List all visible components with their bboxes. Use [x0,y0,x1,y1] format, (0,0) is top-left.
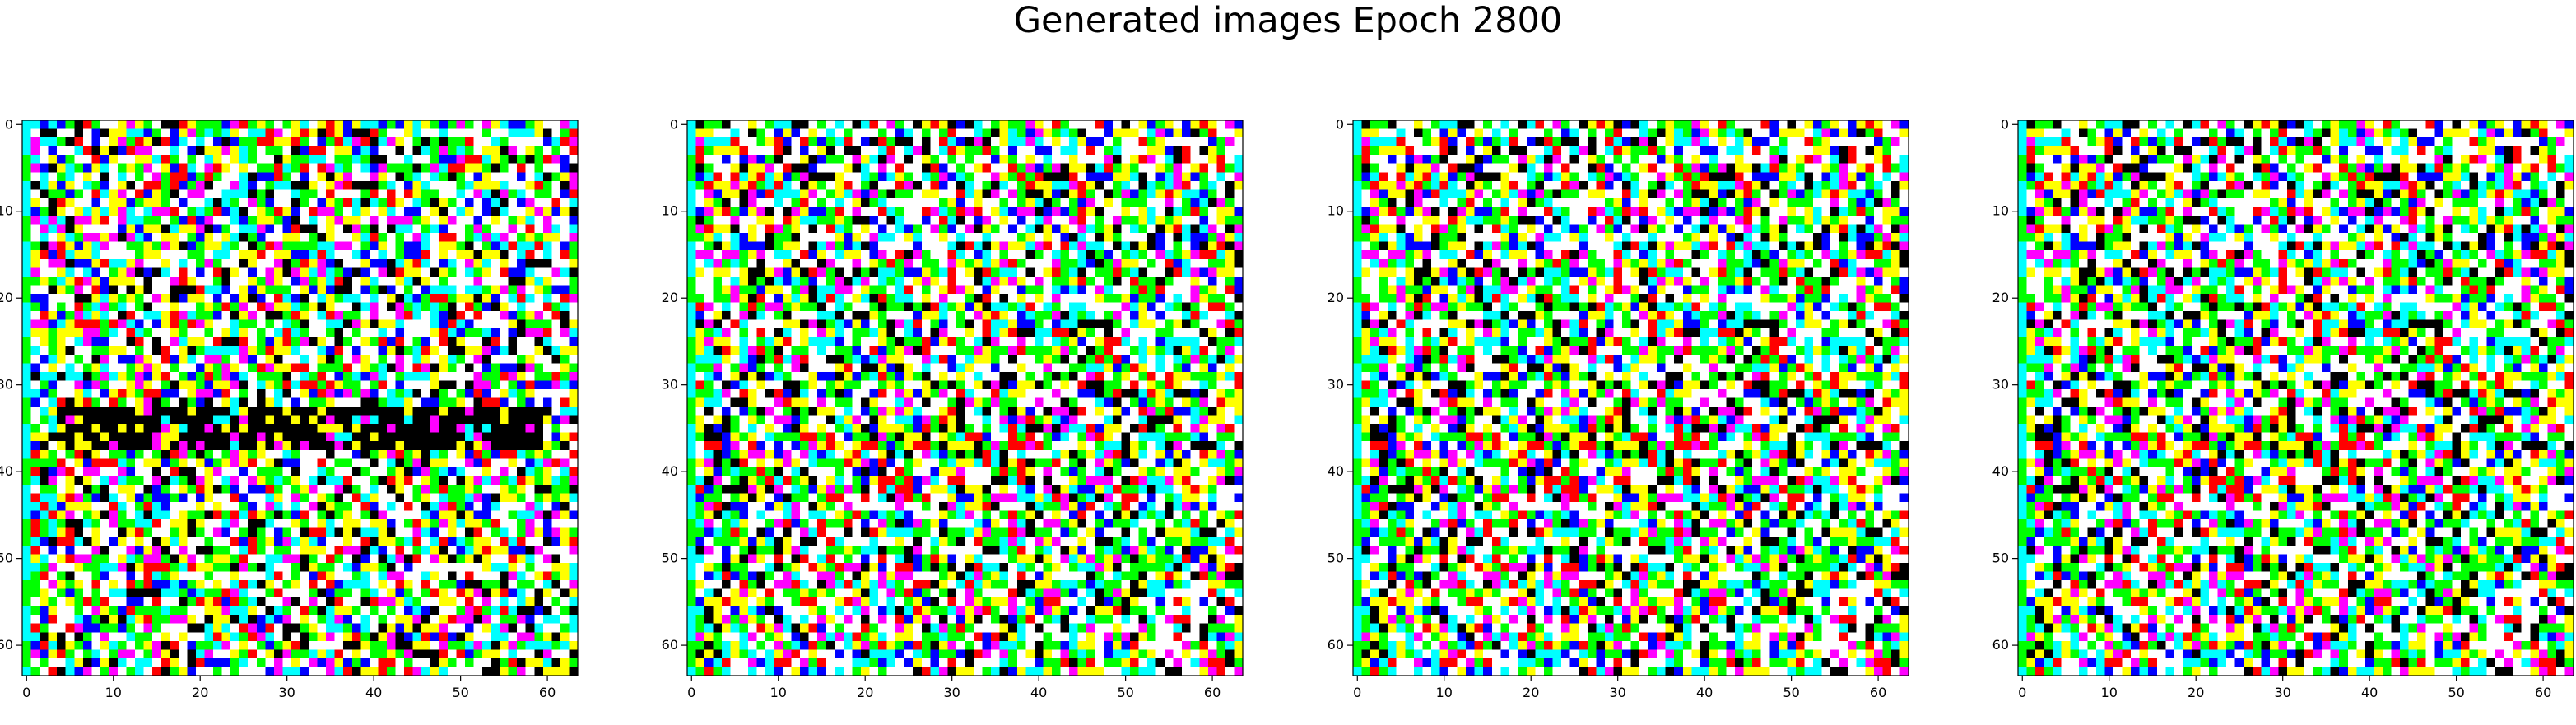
y-tick-label: 30 [0,377,13,393]
y-tick-label: 40 [1992,463,2009,479]
y-tick-label: 60 [662,637,678,653]
x-tick-label: 40 [1696,685,1713,700]
x-tick-label: 20 [192,685,208,700]
x-tick-label: 10 [2101,685,2118,700]
x-tick-label: 10 [1436,685,1453,700]
y-tick-label: 30 [662,377,678,393]
generated-image-4 [2018,120,2574,676]
y-tick-label: 50 [662,551,678,566]
y-tick-label: 30 [1328,377,1344,393]
x-tick-label: 50 [1117,685,1133,700]
y-tick-label: 0 [1336,120,1344,132]
x-tick-label: 20 [857,685,873,700]
y-tick-label: 40 [0,463,13,479]
x-tick-label: 0 [22,685,30,700]
y-tick-label: 40 [662,463,678,479]
image-panel-1: 0 10 20 30 40 50 60 0 10 20 30 40 50 60 [0,120,594,725]
x-tick-label: 30 [1610,685,1626,700]
y-tick-label: 60 [1328,637,1344,653]
x-tick-label: 50 [1783,685,1799,700]
y-tick-label: 60 [1992,637,2009,653]
y-tick-label: 0 [670,120,678,132]
x-tick-label: 50 [452,685,468,700]
y-tick-label: 50 [1992,551,2009,566]
x-tick-label: 40 [365,685,382,700]
image-panel-2: 0 10 20 30 40 50 60 0 10 20 30 40 50 60 [654,120,1259,725]
x-tick-label: 20 [2188,685,2204,700]
generated-image-3 [1353,120,1909,676]
y-tick-label: 40 [1328,463,1344,479]
figure-title: Generated images Epoch 2800 [0,0,2576,41]
y-tick-label: 20 [662,290,678,305]
x-tick-label: 30 [279,685,295,700]
x-tick-label: 60 [539,685,556,700]
y-tick-label: 10 [1992,203,2009,219]
x-tick-label: 10 [105,685,122,700]
x-tick-label: 40 [2361,685,2378,700]
y-tick-label: 30 [1992,377,2009,393]
x-tick-label: 0 [1353,685,1361,700]
y-tick-label: 0 [2001,120,2009,132]
x-tick-label: 10 [770,685,787,700]
x-tick-label: 60 [1870,685,1886,700]
image-panel-3: 0 10 20 30 40 50 60 0 10 20 30 40 50 60 [1320,120,1925,725]
image-panel-4: 0 10 20 30 40 50 60 0 10 20 30 40 50 60 [1985,120,2576,725]
x-tick-label: 30 [944,685,960,700]
y-tick-label: 10 [1328,203,1344,219]
y-tick-label: 10 [662,203,678,219]
x-tick-label: 60 [1204,685,1221,700]
generated-image-1 [22,120,579,676]
y-tick-label: 20 [1992,290,2009,305]
y-tick-label: 50 [1328,551,1344,566]
generated-image-2 [687,120,1244,676]
x-tick-label: 0 [2018,685,2026,700]
x-tick-label: 50 [2448,685,2464,700]
x-tick-label: 30 [2275,685,2291,700]
y-tick-label: 10 [0,203,13,219]
y-tick-label: 0 [5,120,13,132]
y-tick-label: 20 [0,290,13,305]
x-tick-label: 40 [1030,685,1047,700]
y-tick-label: 60 [0,637,13,653]
y-tick-label: 50 [0,551,13,566]
x-tick-label: 0 [687,685,695,700]
x-tick-label: 60 [2535,685,2551,700]
y-tick-label: 20 [1328,290,1344,305]
x-tick-label: 20 [1523,685,1539,700]
